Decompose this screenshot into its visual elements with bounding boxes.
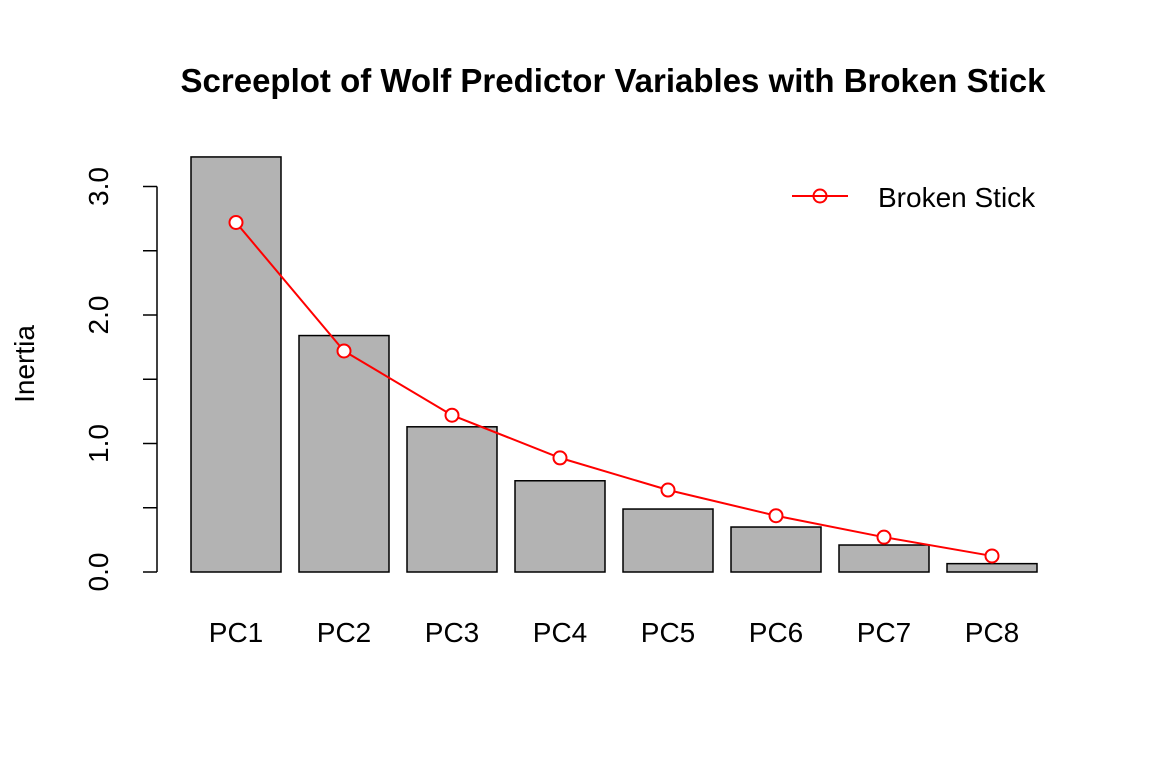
broken-stick-point-pc5 (660, 482, 676, 498)
bars-group (190, 156, 1038, 573)
chart-title: Screeplot of Wolf Predictor Variables wi… (181, 62, 1047, 99)
bar-pc7 (838, 544, 930, 573)
broken-stick-point-pc8 (984, 548, 1000, 564)
bar-pc4 (514, 480, 606, 573)
x-tick-label-pc4: PC4 (533, 617, 587, 648)
broken-stick-series (228, 214, 1000, 564)
x-tick-label-pc8: PC8 (965, 617, 1019, 648)
x-tick-label-pc5: PC5 (641, 617, 695, 648)
broken-stick-point-pc7 (876, 529, 892, 545)
y-tick-label: 3.0 (83, 167, 114, 206)
broken-stick-point-pc3 (444, 407, 460, 423)
y-tick-label: 1.0 (83, 424, 114, 463)
bar-pc3 (406, 426, 498, 573)
y-tick-label: 2.0 (83, 296, 114, 335)
x-tick-label-pc6: PC6 (749, 617, 803, 648)
y-axis: 0.0 1.0 2.0 3.0 (83, 167, 158, 592)
broken-stick-point-pc1 (228, 214, 244, 230)
bar-pc2 (298, 334, 390, 573)
broken-stick-point-pc6 (768, 508, 784, 524)
x-tick-label-pc3: PC3 (425, 617, 479, 648)
legend: Broken Stick (792, 182, 1036, 213)
y-axis-label: Inertia (9, 325, 40, 403)
x-tick-label-pc1: PC1 (209, 617, 263, 648)
broken-stick-line (235, 221, 993, 557)
y-tick-label: 0.0 (83, 553, 114, 592)
legend-label-broken-stick: Broken Stick (878, 182, 1036, 213)
broken-stick-point-pc2 (336, 343, 352, 359)
bar-pc5 (622, 508, 714, 573)
bar-pc6 (730, 526, 822, 573)
x-tick-label-pc2: PC2 (317, 617, 371, 648)
x-tick-label-pc7: PC7 (857, 617, 911, 648)
broken-stick-point-pc4 (552, 450, 568, 466)
x-tick-labels: PC1 PC2 PC3 PC4 PC5 PC6 PC7 PC8 (209, 617, 1019, 648)
legend-point-marker (812, 188, 828, 204)
bar-pc8 (946, 562, 1038, 573)
